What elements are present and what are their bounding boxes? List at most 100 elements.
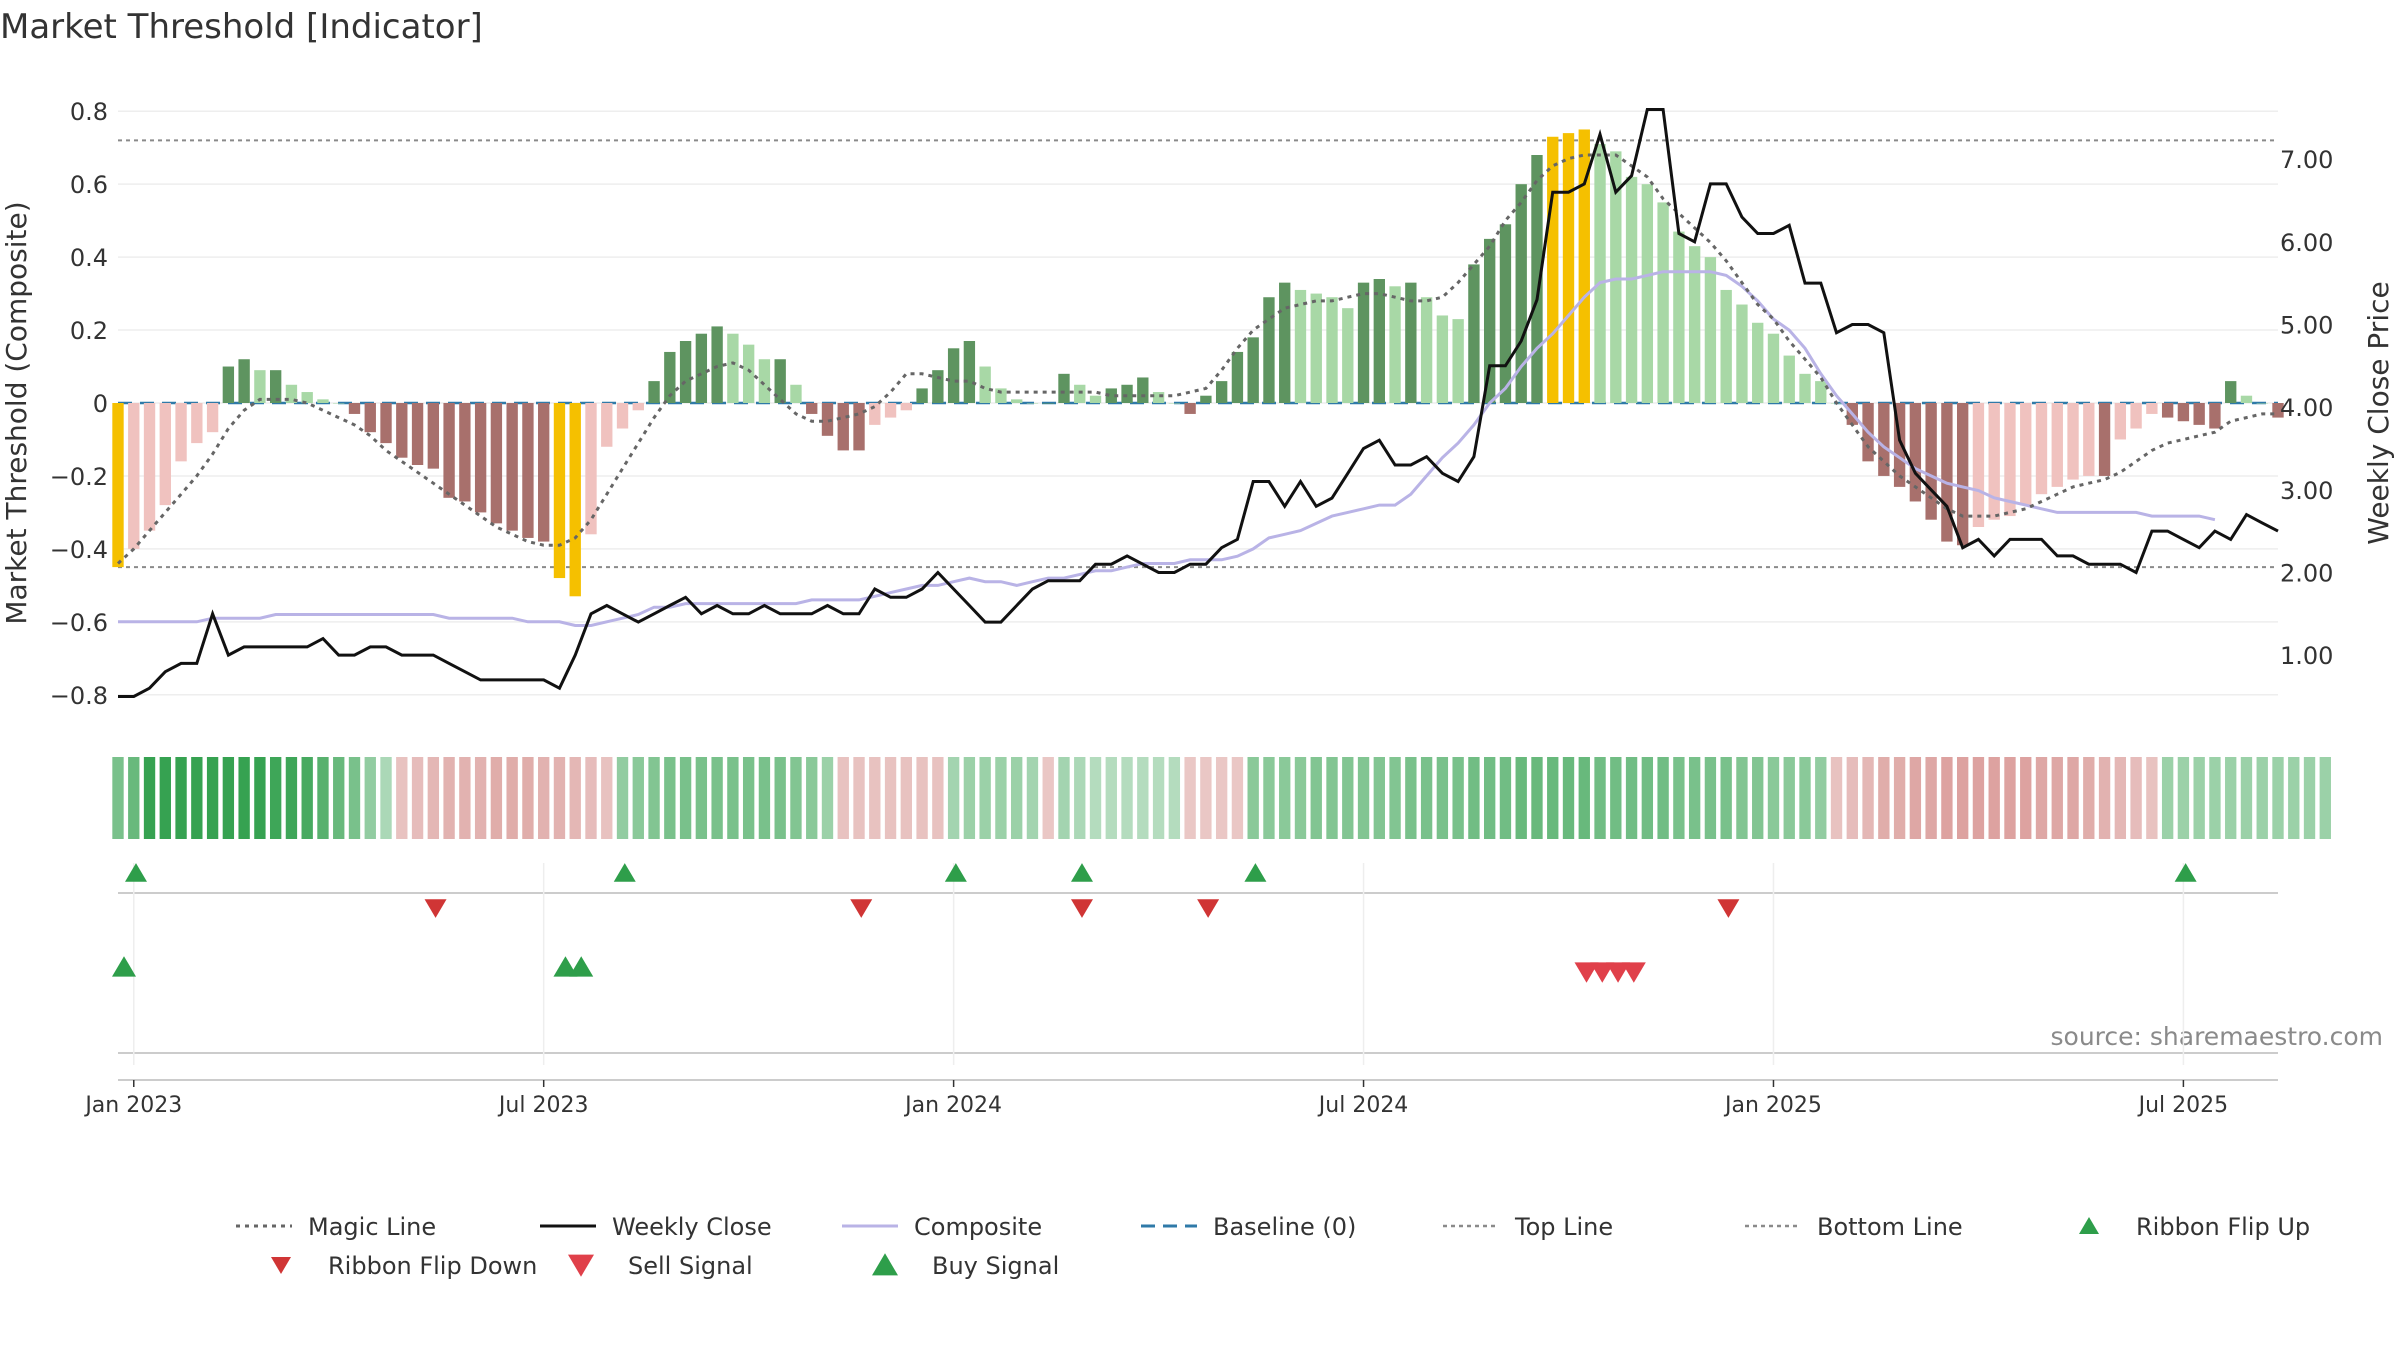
ribbon-cell bbox=[538, 757, 550, 839]
ribbon-cell bbox=[1357, 757, 1370, 839]
ribbon-cell bbox=[411, 757, 424, 839]
ribbon-cell bbox=[947, 757, 960, 839]
ribbon-cell bbox=[1089, 757, 1102, 839]
composite-bar bbox=[2004, 403, 2016, 517]
ribbon-cell bbox=[585, 757, 597, 839]
buy-signal-marker bbox=[553, 956, 578, 977]
ribbon-cell bbox=[1815, 757, 1827, 839]
x-axis: Jan 2023 Jul 2023 Jan 2024 Jul 2024 Jan 2025… bbox=[83, 1080, 2228, 1118]
ribbon-cell bbox=[569, 757, 581, 839]
ribbon-cell bbox=[1673, 757, 1685, 839]
ribbon-cell bbox=[1011, 757, 1023, 839]
ribbon-cell bbox=[1137, 757, 1149, 839]
ribbon-cell bbox=[1420, 757, 1433, 839]
trend-ribbon bbox=[112, 757, 2331, 839]
ribbon-cell bbox=[2067, 757, 2079, 839]
ribbon-cell bbox=[380, 757, 392, 839]
ribbon-cell bbox=[1925, 757, 1937, 839]
composite-bar bbox=[112, 403, 124, 568]
ribbon-cell bbox=[143, 757, 156, 839]
composite-bar bbox=[427, 403, 440, 469]
ribbon-cell bbox=[2083, 757, 2095, 839]
ribbon-cell bbox=[269, 757, 282, 839]
ribbon-cell bbox=[1909, 757, 1922, 839]
ribbon-cell bbox=[1846, 757, 1858, 839]
composite-bar bbox=[1799, 373, 1811, 403]
ribbon-cell bbox=[932, 757, 944, 839]
composite-bar bbox=[2083, 403, 2095, 476]
y-tick-label: 0.4 bbox=[70, 244, 108, 272]
y-right-tick-label: 2.00 bbox=[2280, 559, 2333, 587]
ribbon-flip-down-marker bbox=[1070, 899, 1093, 918]
ribbon-cell bbox=[1152, 757, 1165, 839]
composite-bar bbox=[2256, 403, 2268, 404]
composite-bar bbox=[2177, 403, 2190, 422]
ribbon-cell bbox=[112, 757, 124, 839]
ribbon-cell bbox=[2130, 757, 2142, 839]
ribbon-cell bbox=[2272, 757, 2284, 839]
composite-bar bbox=[1688, 246, 1701, 403]
x-tick-label: Jul 2023 bbox=[497, 1093, 589, 1118]
ribbon-cell bbox=[2114, 757, 2127, 839]
ribbon-cell bbox=[1941, 757, 1953, 839]
composite-bar bbox=[884, 403, 897, 418]
composite-bar bbox=[1373, 279, 1385, 403]
composite-bar bbox=[790, 384, 802, 403]
composite-bar bbox=[1468, 264, 1480, 403]
composite-bar bbox=[1815, 381, 1827, 403]
composite-bar bbox=[1972, 403, 1985, 527]
composite-bar bbox=[774, 359, 786, 403]
ribbon-cell bbox=[1878, 757, 1890, 839]
ribbon-cell bbox=[1736, 757, 1748, 839]
ribbon-cell bbox=[1547, 757, 1559, 839]
ribbon-flip-up-marker bbox=[1070, 863, 1093, 882]
composite-bar bbox=[947, 348, 960, 403]
composite-bar bbox=[317, 399, 329, 403]
ribbon-flip-up-marker bbox=[613, 863, 636, 882]
ribbon-cell bbox=[1436, 757, 1449, 839]
ribbon-cell bbox=[348, 757, 361, 839]
legend-label: Composite bbox=[914, 1213, 1042, 1241]
composite-bar bbox=[1925, 403, 1937, 520]
composite-bar bbox=[222, 366, 235, 403]
composite-bar bbox=[569, 403, 581, 597]
composite-bar bbox=[2020, 403, 2032, 506]
ribbon-cell bbox=[1988, 757, 2000, 839]
composite-bar bbox=[1531, 155, 1543, 403]
composite-bar bbox=[979, 366, 991, 403]
composite-bar bbox=[1011, 399, 1023, 403]
composite-bar bbox=[1909, 403, 1922, 502]
y-right-tick-label: 3.00 bbox=[2280, 477, 2333, 505]
ribbon-cell bbox=[1972, 757, 1985, 839]
composite-bar bbox=[348, 403, 361, 414]
ribbon-cell bbox=[1215, 757, 1228, 839]
composite-bar bbox=[727, 333, 739, 403]
composite-bar bbox=[333, 403, 345, 404]
ribbon-cell bbox=[916, 757, 928, 839]
composite-bar bbox=[474, 403, 487, 513]
composite-bar bbox=[191, 403, 203, 444]
composite-bar bbox=[269, 370, 282, 403]
composite-bar bbox=[1610, 151, 1622, 403]
ribbon-cell bbox=[191, 757, 203, 839]
ribbon-cell bbox=[159, 757, 171, 839]
x-tick-label: Jan 2023 bbox=[83, 1093, 182, 1118]
ribbon-cell bbox=[1499, 757, 1512, 839]
composite-bar bbox=[1184, 403, 1196, 414]
composite-bar bbox=[1562, 133, 1575, 403]
series-lines bbox=[116, 108, 2279, 698]
legend-label: Sell Signal bbox=[628, 1252, 753, 1280]
ribbon-cell bbox=[869, 757, 881, 839]
composite-bar bbox=[2161, 403, 2174, 418]
composite-bar bbox=[1074, 384, 1086, 403]
composite-bar bbox=[254, 370, 266, 403]
ribbon-cell bbox=[443, 757, 455, 839]
ribbon-cell bbox=[1452, 757, 1464, 839]
composite-bar bbox=[490, 403, 503, 524]
ribbon-cell bbox=[1074, 757, 1086, 839]
y-axis-left-ticks: 0.8 0.6 0.4 0.2 0 −0.2 −0.4 −0.6 −0.8 bbox=[50, 98, 108, 710]
composite-bar bbox=[869, 403, 881, 425]
composite-bar bbox=[585, 403, 597, 535]
ribbon-cell bbox=[1184, 757, 1196, 839]
